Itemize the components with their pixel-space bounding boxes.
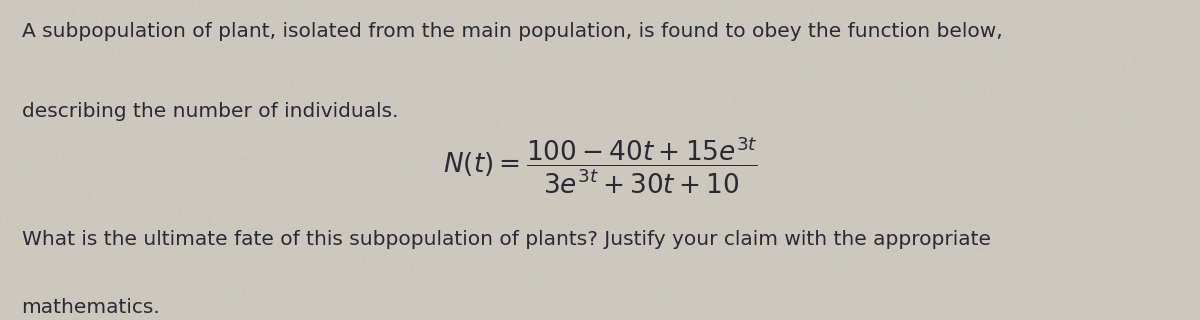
Text: describing the number of individuals.: describing the number of individuals. xyxy=(22,102,398,121)
Text: mathematics.: mathematics. xyxy=(22,298,161,316)
Text: What is the ultimate fate of this subpopulation of plants? Justify your claim wi: What is the ultimate fate of this subpop… xyxy=(22,230,991,249)
Text: $N(t) = \dfrac{100 - 40t + 15e^{3t}}{3e^{3t} + 30t + 10}$: $N(t) = \dfrac{100 - 40t + 15e^{3t}}{3e^… xyxy=(443,134,757,196)
Text: A subpopulation of plant, isolated from the main population, is found to obey th: A subpopulation of plant, isolated from … xyxy=(22,22,1002,41)
